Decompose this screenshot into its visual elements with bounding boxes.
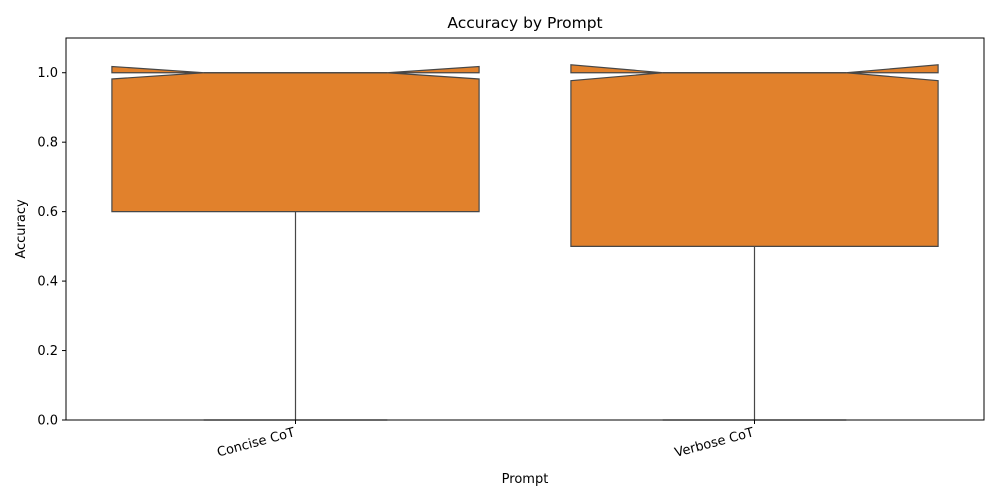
y-tick-label: 0.0	[37, 414, 58, 429]
x-tick-label: Concise CoT	[215, 425, 296, 460]
box-body	[570, 64, 939, 247]
y-axis: 0.0 0.2 0.4 0.6 0.8 1.0	[37, 66, 66, 429]
y-tick-label: 0.8	[37, 136, 58, 151]
y-tick-label: 0.2	[37, 344, 58, 359]
plot-frame	[65, 37, 985, 421]
x-axis: Concise CoT Verbose CoT	[215, 420, 756, 461]
box-group	[570, 64, 939, 421]
x-axis-label: Prompt	[502, 472, 549, 487]
plot-area	[111, 64, 939, 421]
y-tick-label: 1.0	[37, 66, 58, 81]
y-tick-label: 0.4	[37, 275, 58, 290]
box-group	[111, 65, 480, 421]
chart-title: Accuracy by Prompt	[447, 14, 602, 32]
box-body	[111, 65, 480, 213]
y-tick-label: 0.6	[37, 205, 58, 220]
x-tick-label: Verbose CoT	[673, 425, 755, 461]
y-axis-label: Accuracy	[14, 199, 29, 259]
